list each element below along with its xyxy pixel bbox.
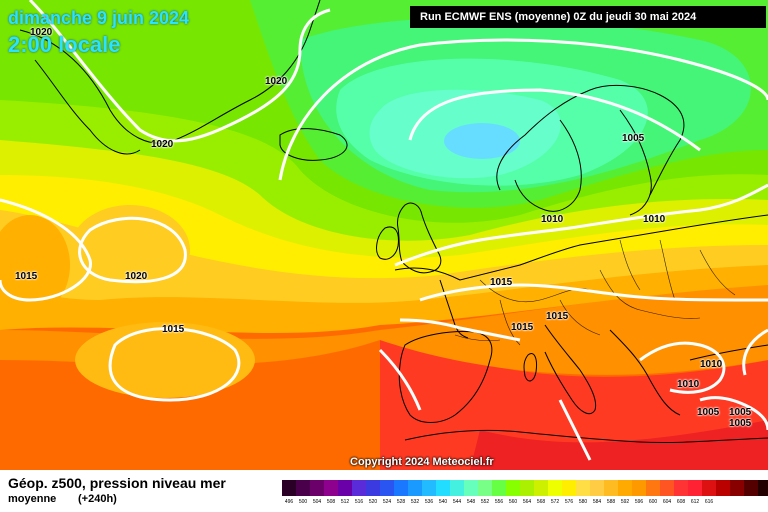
scale-label: 584 xyxy=(592,499,602,505)
scale-swatch xyxy=(758,480,768,496)
run-info: Run ECMWF ENS (moyenne) 0Z du jeudi 30 m… xyxy=(410,6,766,28)
scale-label: 612 xyxy=(690,499,700,505)
isobar-label: 1010 xyxy=(541,214,564,225)
scale-label: 572 xyxy=(550,499,560,505)
scale-label: 604 xyxy=(662,499,672,505)
scale-label: 512 xyxy=(340,499,350,505)
scale-label: 520 xyxy=(368,499,378,505)
scale-swatch xyxy=(380,480,394,496)
scale-label: 556 xyxy=(494,499,504,505)
scale-swatch xyxy=(296,480,310,496)
isobar-label: 1020 xyxy=(265,76,288,87)
scale-label: 508 xyxy=(326,499,336,505)
isobar-label: 1005 xyxy=(622,133,645,144)
scale-label: 596 xyxy=(634,499,644,505)
scale-swatch xyxy=(618,480,632,496)
scale-swatch xyxy=(506,480,520,496)
scale-swatch xyxy=(422,480,436,496)
copyright: Copyright 2024 Meteociel.fr xyxy=(350,456,494,468)
lead-time: (+240h) xyxy=(78,493,117,505)
scale-label: 548 xyxy=(466,499,476,505)
isobar-label: 1010 xyxy=(677,379,700,390)
scale-swatch xyxy=(562,480,576,496)
scale-label: 524 xyxy=(382,499,392,505)
scale-label: 592 xyxy=(620,499,630,505)
isobar-label: 1010 xyxy=(700,359,723,370)
scale-swatch xyxy=(310,480,324,496)
scale-label: 536 xyxy=(424,499,434,505)
isobar-label: 1020 xyxy=(151,139,174,150)
scale-label: 600 xyxy=(648,499,658,505)
scale-swatch xyxy=(604,480,618,496)
scale-label: 608 xyxy=(676,499,686,505)
isobar-label: 1005 xyxy=(729,418,752,429)
scale-swatch xyxy=(338,480,352,496)
scale-swatch xyxy=(716,480,730,496)
scale-label: 528 xyxy=(396,499,406,505)
scale-label: 576 xyxy=(564,499,574,505)
weather-map: 1020 1020 1020 1005 1010 1010 1015 1020 … xyxy=(0,0,768,470)
scale-swatch xyxy=(408,480,422,496)
scale-swatch xyxy=(548,480,562,496)
mean-label: moyenne xyxy=(8,493,57,505)
isobar-label: 1010 xyxy=(643,214,666,225)
scale-swatch xyxy=(534,480,548,496)
scale-label: 532 xyxy=(410,499,420,505)
isobar-label: 1015 xyxy=(511,322,534,333)
scale-swatch xyxy=(730,480,744,496)
scale-swatch xyxy=(576,480,590,496)
scale-label: 552 xyxy=(480,499,490,505)
valid-time: 2:00 locale xyxy=(8,32,121,57)
variable-title: Géop. z500, pression niveau mer xyxy=(8,475,226,491)
scale-label: 564 xyxy=(522,499,532,505)
scale-swatch xyxy=(366,480,380,496)
isobar-label: 1015 xyxy=(15,271,38,282)
scale-label: 504 xyxy=(312,499,322,505)
isobar-label: 1015 xyxy=(162,324,185,335)
isobar-label: 1005 xyxy=(697,407,720,418)
valid-date: dimanche 9 juin 2024 xyxy=(8,8,190,28)
scale-swatch xyxy=(282,480,296,496)
scale-swatch xyxy=(702,480,716,496)
isobar-label: 1005 xyxy=(729,407,752,418)
scale-label: 544 xyxy=(452,499,462,505)
scale-swatch xyxy=(478,480,492,496)
legend-footer: Géop. z500, pression niveau mer moyenne … xyxy=(0,470,768,512)
scale-swatch xyxy=(492,480,506,496)
scale-label: 568 xyxy=(536,499,546,505)
isobar-label: 1020 xyxy=(30,27,53,38)
scale-swatch xyxy=(590,480,604,496)
scale-swatch xyxy=(520,480,534,496)
scale-swatch xyxy=(646,480,660,496)
scale-label: 616 xyxy=(704,499,714,505)
scale-swatch xyxy=(352,480,366,496)
scale-swatch xyxy=(660,480,674,496)
scale-label: 540 xyxy=(438,499,448,505)
isobar-label: 1015 xyxy=(490,277,513,288)
isobar-label: 1020 xyxy=(125,271,148,282)
scale-label: 516 xyxy=(354,499,364,505)
isobars xyxy=(0,0,768,461)
scale-label: 588 xyxy=(606,499,616,505)
scale-label: 580 xyxy=(578,499,588,505)
scale-label: 496 xyxy=(284,499,294,505)
scale-swatch xyxy=(394,480,408,496)
coastlines xyxy=(19,0,768,444)
scale-swatch xyxy=(744,480,758,496)
scale-swatch xyxy=(436,480,450,496)
scale-swatch xyxy=(450,480,464,496)
scale-label: 560 xyxy=(508,499,518,505)
scale-label: 500 xyxy=(298,499,308,505)
scale-swatch xyxy=(324,480,338,496)
scale-swatch xyxy=(674,480,688,496)
scale-swatch xyxy=(688,480,702,496)
geopotential-field xyxy=(0,0,768,470)
scale-swatch xyxy=(464,480,478,496)
scale-swatch xyxy=(632,480,646,496)
isobar-label: 1015 xyxy=(546,311,569,322)
